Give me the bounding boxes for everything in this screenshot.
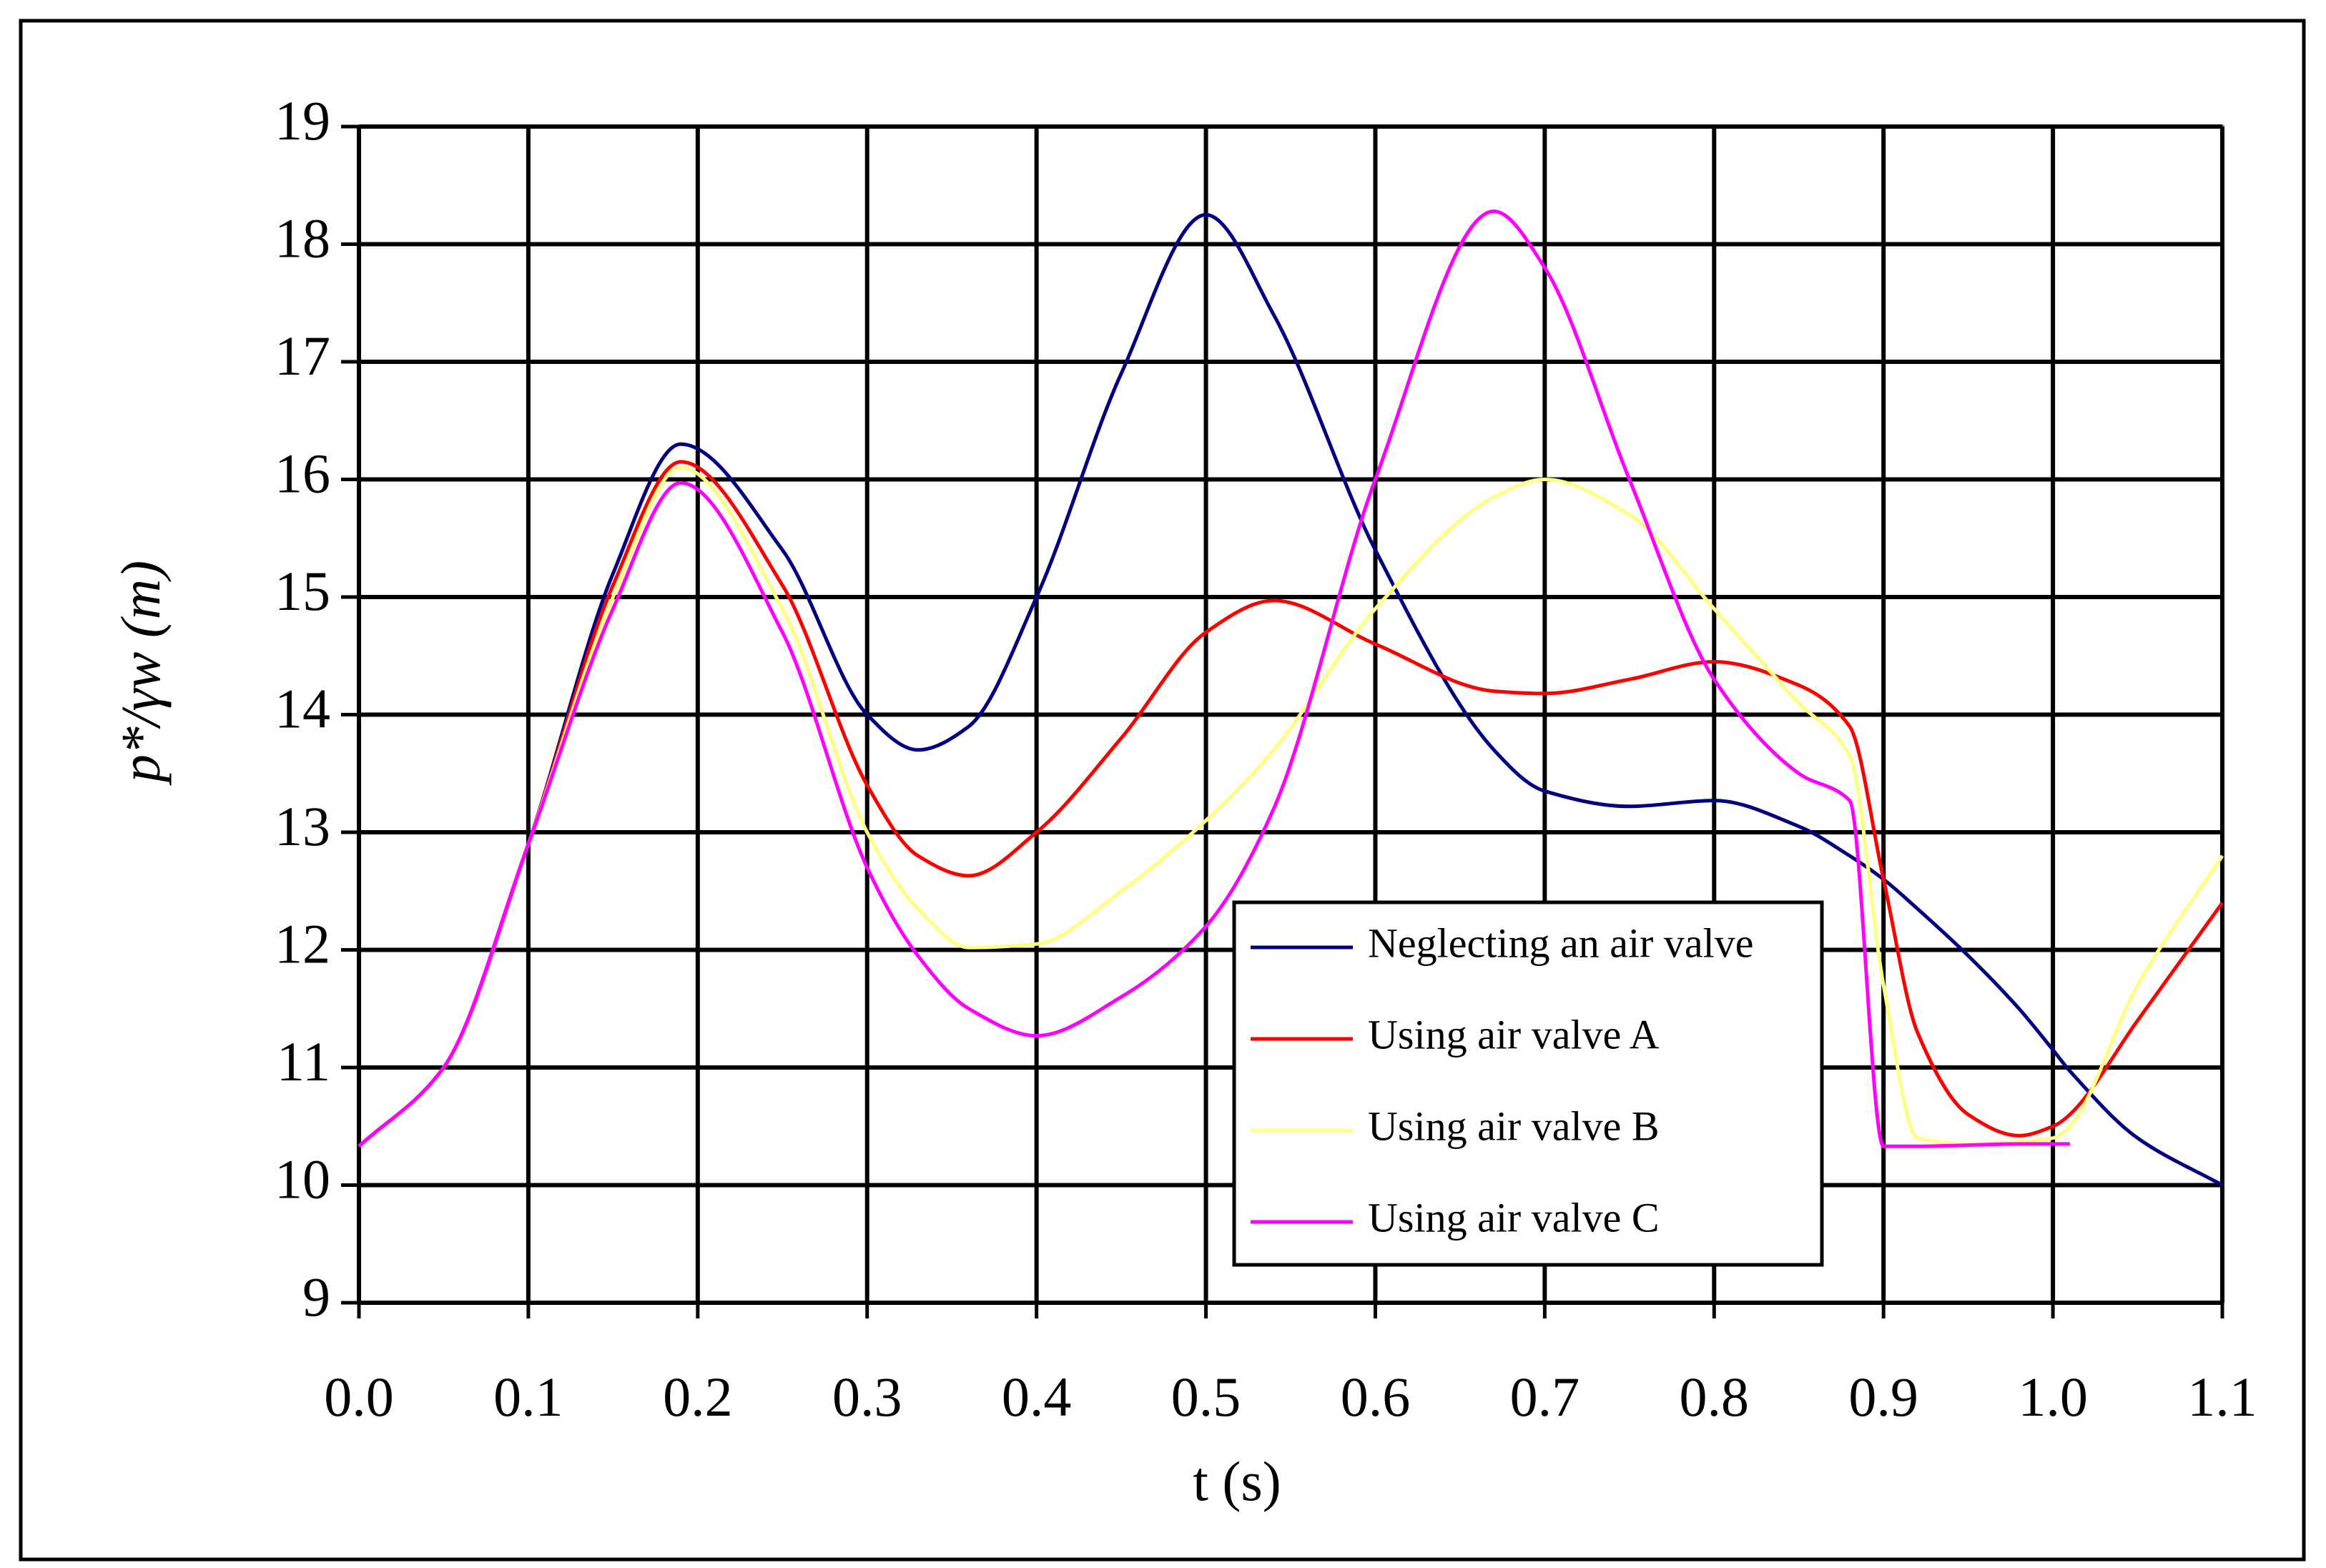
x-tick-label: 0.9 [1848, 1366, 1918, 1428]
y-tick-label: 19 [275, 89, 330, 152]
x-tick-label: 0.8 [1680, 1366, 1750, 1428]
legend-label: Using air valve B [1368, 1103, 1660, 1149]
y-tick-label: 13 [275, 795, 330, 857]
x-tick-label: 0.5 [1171, 1366, 1241, 1428]
legend-box [1232, 900, 1824, 1267]
y-axis-label: p*/γw (m) [109, 561, 172, 786]
y-tick-label: 9 [302, 1266, 330, 1328]
y-tick-label: 16 [275, 442, 330, 504]
x-tick-label: 0.6 [1341, 1366, 1411, 1428]
y-tick-label: 10 [275, 1148, 330, 1210]
y-tick-label: 11 [277, 1030, 330, 1093]
series-line [358, 209, 2070, 1148]
series-line [358, 460, 2224, 1148]
x-tick-label: 0.4 [1002, 1366, 1072, 1428]
x-tick-label: 0.2 [663, 1366, 733, 1428]
y-tick-label: 12 [275, 912, 330, 975]
legend-label: Using air valve C [1368, 1194, 1660, 1241]
y-tick-label: 15 [275, 560, 330, 622]
y-tick-label: 14 [275, 677, 330, 739]
x-tick-label: 0.7 [1510, 1366, 1580, 1428]
y-tick-label: 18 [275, 207, 330, 269]
x-tick-label: 0.3 [832, 1366, 902, 1428]
y-tick-label: 17 [275, 325, 330, 387]
x-tick-label: 1.0 [2018, 1366, 2088, 1428]
x-tick-label: 0.1 [493, 1366, 563, 1428]
series-line [358, 465, 2224, 1148]
x-axis-label: t (s) [1193, 1450, 1281, 1512]
legend-label: Using air valve A [1368, 1011, 1660, 1057]
x-tick-label: 1.1 [2187, 1366, 2257, 1428]
legend-label: Neglecting an air valve [1368, 919, 1753, 966]
x-tick-label: 0.0 [324, 1366, 394, 1428]
series-line [358, 212, 2224, 1187]
